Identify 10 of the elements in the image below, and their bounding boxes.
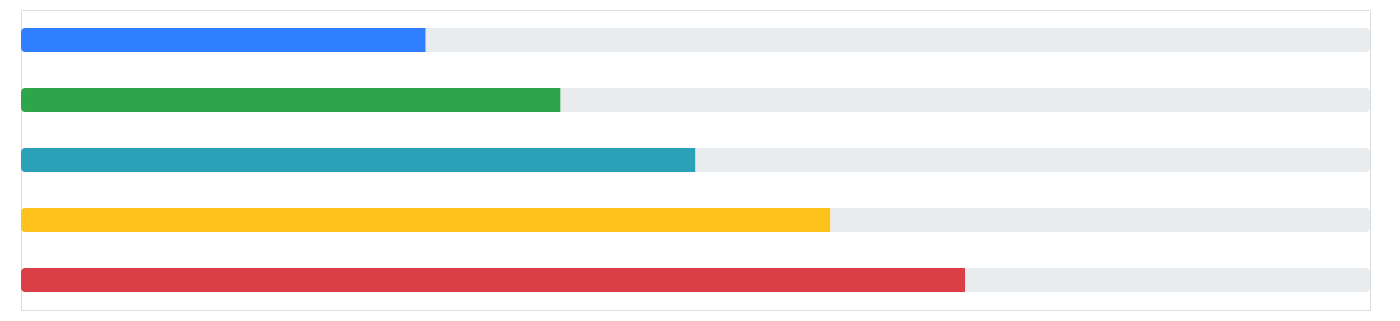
bar bbox=[425, 28, 1370, 52]
bar bbox=[560, 88, 1370, 112]
bar bbox=[965, 268, 1370, 292]
bar bbox=[21, 88, 561, 112]
bar bbox=[21, 148, 696, 172]
bar bbox=[830, 208, 1370, 232]
bar bbox=[21, 268, 966, 292]
bar bbox=[21, 208, 831, 232]
bar bbox=[695, 148, 1370, 172]
bar bbox=[21, 28, 426, 52]
